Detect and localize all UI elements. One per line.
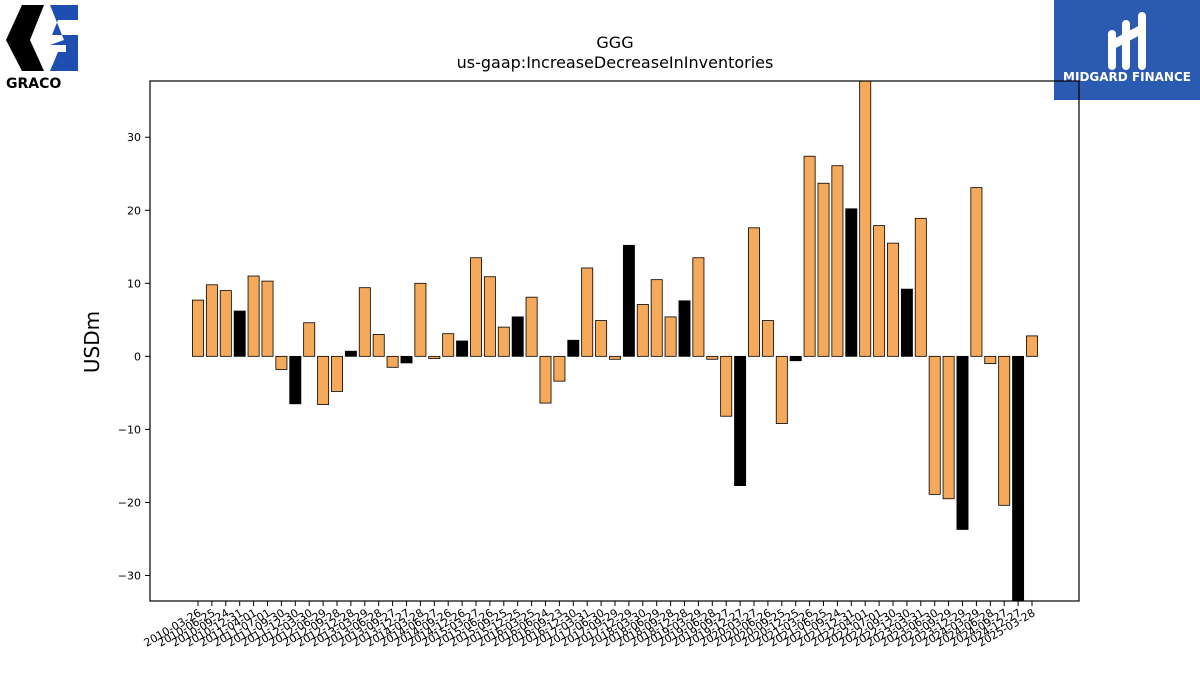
bar-2011-12-30 — [289, 355, 302, 405]
bar-2020-03-27 — [748, 227, 760, 357]
bar-2022-09-30 — [887, 242, 899, 357]
bar-2015-06-26 — [483, 276, 496, 357]
bar-2011-04-01 — [247, 275, 260, 357]
bar-2016-12-30 — [567, 339, 580, 357]
bar-2018-03-30 — [636, 304, 649, 357]
bar-2019-09-27 — [720, 355, 733, 417]
bar-2023-09-29 — [942, 355, 955, 500]
bar-2012-12-28 — [344, 350, 357, 357]
bar-2016-03-25 — [525, 296, 538, 357]
bar-2015-12-25 — [511, 316, 524, 357]
bar-2017-09-29 — [609, 355, 621, 360]
bar-2017-06-30 — [595, 320, 608, 357]
bar-2018-12-28 — [678, 300, 691, 357]
bar-2020-09-25 — [775, 355, 788, 424]
bar-2024-06-28 — [984, 355, 997, 365]
bar-2014-12-26 — [456, 340, 469, 357]
bar-2023-12-29 — [956, 355, 969, 530]
graco-logo-left-mark — [6, 5, 44, 71]
bar-2022-12-30 — [900, 288, 913, 357]
bar-2024-12-27 — [1012, 355, 1025, 602]
y-tick-label: −30 — [118, 569, 141, 582]
bar-2012-06-29 — [317, 355, 330, 405]
bar-2015-09-25 — [497, 326, 510, 357]
bar-2022-04-01 — [859, 80, 872, 357]
bar-2014-03-28 — [414, 282, 427, 357]
y-tick-label: 0 — [134, 350, 141, 363]
bar-2021-06-25 — [817, 182, 830, 357]
registered-mark: ® — [68, 6, 77, 16]
bar-2019-12-27 — [734, 355, 747, 487]
bar-2023-06-30 — [928, 355, 941, 495]
chart-title: GGG — [596, 33, 633, 52]
bar-2016-09-23 — [553, 355, 566, 382]
bar-2025-03-28 — [1026, 335, 1038, 357]
bar-2011-09-30 — [275, 355, 288, 370]
midgard-logo-mark — [1108, 12, 1146, 70]
bar-2011-07-01 — [261, 280, 274, 357]
bar-2019-03-29 — [692, 257, 705, 357]
bar-2018-09-28 — [664, 316, 677, 357]
bar-2019-06-28 — [706, 355, 719, 360]
bar-2017-12-29 — [622, 244, 635, 357]
midgard-logo: MIDGARD FINANCE — [1054, 0, 1200, 100]
y-tick-label: 30 — [127, 131, 141, 144]
bar-2022-07-01 — [873, 225, 886, 357]
y-axis-ticks: −30 −20 −10 0 10 20 30 — [118, 131, 150, 582]
bar-2010-03-26 — [192, 299, 204, 357]
plot-frame — [149, 80, 1080, 602]
midgard-logo-text: MIDGARD FINANCE — [1063, 70, 1191, 84]
bar-2010-09-24 — [219, 290, 232, 357]
bar-2012-09-28 — [331, 355, 343, 392]
y-tick-label: −10 — [118, 423, 141, 436]
bar-2015-03-27 — [470, 257, 482, 357]
bar-2021-12-31 — [845, 208, 858, 357]
chart-subtitle: us-gaap:IncreaseDecreaseInInventories — [457, 53, 774, 72]
bar-2014-09-26 — [442, 333, 455, 357]
bar-2016-06-24 — [539, 355, 552, 404]
bar-2020-12-25 — [789, 355, 802, 362]
bar-2013-12-27 — [400, 355, 413, 364]
bar-2023-03-31 — [914, 217, 927, 357]
bar-2024-03-29 — [970, 187, 983, 357]
y-tick-label: 10 — [127, 277, 141, 290]
bars-layer — [192, 80, 1038, 602]
bar-2021-03-26 — [803, 155, 816, 357]
bar-2020-06-26 — [761, 320, 774, 357]
bar-2010-12-31 — [233, 310, 246, 357]
graco-logo-right-mark — [50, 5, 78, 71]
bar-2013-09-27 — [386, 355, 399, 368]
graco-logo-text: GRACO — [6, 76, 61, 92]
y-tick-label: −20 — [118, 496, 141, 509]
bar-2017-03-31 — [581, 267, 594, 357]
bar-2021-09-24 — [831, 165, 844, 357]
bar-2018-06-29 — [650, 279, 663, 357]
bar-2013-06-28 — [372, 334, 385, 357]
graco-logo: GRACO ® — [6, 5, 78, 92]
x-axis-ticks: 2010-03-262010-06-252010-09-242010-12-31… — [142, 601, 1038, 650]
bar-2010-06-25 — [205, 284, 218, 357]
y-axis-label: USDm — [80, 311, 104, 373]
bar-2012-03-30 — [303, 322, 316, 357]
bar-2013-03-29 — [358, 287, 371, 357]
bar-2014-06-27 — [428, 355, 441, 359]
y-tick-label: 20 — [127, 204, 141, 217]
bar-2024-09-27 — [998, 355, 1011, 506]
